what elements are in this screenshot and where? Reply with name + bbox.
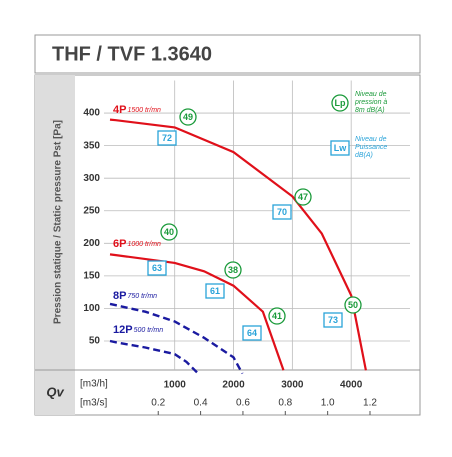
x2-tick-label: 1.2 <box>363 398 377 409</box>
x2-tick-label: 0.8 <box>278 398 292 409</box>
legend-text: 8m dB(A) <box>355 107 385 114</box>
legend-symbol <box>331 94 349 112</box>
series-name: 4P <box>113 104 126 116</box>
curve <box>109 302 244 375</box>
lw-marker <box>205 283 225 299</box>
legend-symbol-label: Lp <box>335 98 346 108</box>
series-label: 4P1500 tr/mn <box>113 104 161 116</box>
lw-label: 63 <box>152 263 162 273</box>
lw-marker <box>242 325 262 341</box>
x-axis-label: Qv <box>46 384 64 399</box>
lp-marker <box>224 261 242 279</box>
lw-label: 73 <box>328 315 338 325</box>
y-tick-label: 400 <box>83 108 100 119</box>
series-name: 8P <box>113 290 126 302</box>
legend-symbol-label: Lw <box>334 143 347 153</box>
lp-label: 41 <box>272 311 282 321</box>
ylabel-panel <box>35 75 75 370</box>
legend-text: Niveau de <box>355 91 387 98</box>
x2-tick-label: 0.2 <box>151 398 165 409</box>
lw-marker <box>147 260 167 276</box>
y-tick-label: 300 <box>83 173 100 184</box>
lp-label: 40 <box>164 227 174 237</box>
lp-marker <box>268 307 286 325</box>
x2-unit: [m3/s] <box>80 398 107 409</box>
x2-tick-label: 0.4 <box>194 398 208 409</box>
legend-text: dB(A) <box>355 152 373 159</box>
curve <box>109 339 200 375</box>
series-name: 12P <box>113 324 133 336</box>
x2-tick-label: 0.6 <box>236 398 250 409</box>
chart-frame <box>34 74 421 416</box>
lp-label: 50 <box>348 300 358 310</box>
x-tick-label: 2000 <box>222 380 245 391</box>
x-tick-label: 3000 <box>281 380 304 391</box>
lw-label: 61 <box>210 286 220 296</box>
legend-text: Puissance <box>355 144 387 151</box>
x2-tick-label: 1.0 <box>321 398 335 409</box>
legend-text: Niveau de <box>355 136 387 143</box>
legend-text: pression à <box>354 99 387 106</box>
lw-label: 72 <box>162 133 172 143</box>
title-box <box>34 34 421 74</box>
series-label: 8P750 tr/mn <box>113 290 157 302</box>
x-unit: [m3/h] <box>80 379 108 390</box>
legend-symbol <box>330 140 350 156</box>
y-tick-label: 50 <box>89 336 101 347</box>
y-tick-label: 250 <box>83 205 100 216</box>
lw-label: 64 <box>247 328 257 338</box>
lp-marker <box>294 188 312 206</box>
lw-label: 70 <box>277 207 287 217</box>
lp-marker <box>160 223 178 241</box>
series-label: 12P500 tr/mn <box>113 324 163 336</box>
lp-label: 47 <box>298 192 308 202</box>
lp-label: 38 <box>228 265 238 275</box>
series-name: 6P <box>113 238 126 250</box>
chart-title: THF / TVF 1.3640 <box>52 43 212 65</box>
x-tick-label: 1000 <box>164 380 187 391</box>
y-axis-label: Pression statique / Static pressure Pst … <box>53 120 64 324</box>
lp-marker <box>344 296 362 314</box>
qv-panel <box>35 370 75 415</box>
lp-label: 49 <box>183 112 193 122</box>
x-tick-label: 4000 <box>340 380 363 391</box>
series-speed: 1500 tr/mn <box>127 107 161 114</box>
y-tick-label: 200 <box>83 238 100 249</box>
y-tick-label: 100 <box>83 303 100 314</box>
lw-marker <box>157 130 177 146</box>
y-tick-label: 350 <box>83 140 100 151</box>
curve <box>109 118 367 371</box>
lw-marker <box>272 204 292 220</box>
series-speed: 500 tr/mn <box>134 327 164 334</box>
lp-marker <box>179 108 197 126</box>
series-label: 6P1000 tr/mn <box>113 238 161 250</box>
series-speed: 1000 tr/mn <box>127 241 161 248</box>
y-tick-label: 150 <box>83 271 100 282</box>
lw-marker <box>323 312 343 328</box>
series-speed: 750 tr/mn <box>127 293 157 300</box>
curve <box>109 253 285 371</box>
